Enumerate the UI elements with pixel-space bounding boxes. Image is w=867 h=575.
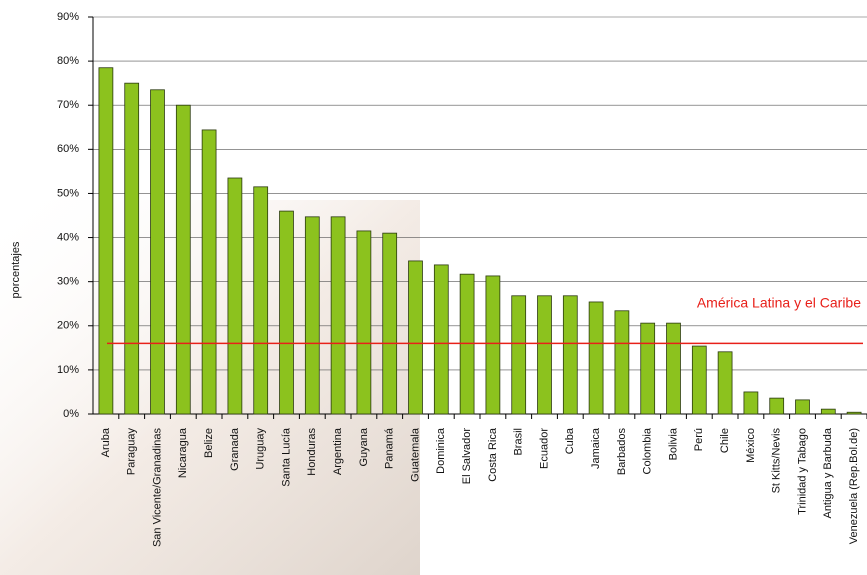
x-tick-label: Paraguay: [126, 428, 138, 476]
x-tick-label: Argentina: [332, 427, 344, 475]
x-tick-label: Guyana: [358, 427, 370, 466]
x-tick-label: Panamá: [384, 427, 396, 469]
bar: [150, 89, 165, 415]
x-tick-label: Guatemala: [409, 427, 421, 482]
x-tick-label: Chile: [719, 428, 731, 453]
bar: [304, 216, 320, 415]
bar: [201, 129, 217, 415]
x-tick-label: Trinidad y Tabago: [796, 428, 808, 515]
bar: [614, 310, 630, 415]
x-tick-label: Brasil: [513, 428, 525, 456]
x-tick-label: Belize: [203, 428, 215, 458]
x-tick-label: Aruba: [100, 427, 112, 457]
bar: [382, 232, 398, 415]
x-tick-label: Dominica: [435, 427, 447, 474]
y-tick-label: 30%: [57, 276, 79, 288]
bar: [562, 295, 578, 415]
bar: [356, 230, 372, 415]
bar: [330, 216, 346, 415]
x-tick-label: Ecuador: [538, 428, 550, 469]
bar: [846, 411, 862, 415]
bar: [795, 399, 810, 415]
bar: [769, 397, 785, 415]
x-tick-label: Jamaica: [590, 427, 602, 469]
bar: [511, 295, 527, 415]
y-tick-label: 20%: [57, 320, 79, 332]
x-tick-label: Bolivia: [667, 427, 679, 460]
bar: [175, 104, 191, 415]
bar: [279, 210, 294, 415]
bar: [820, 408, 836, 415]
x-tick-label: Antigua y Barbuda: [822, 427, 834, 518]
bar: [124, 82, 140, 415]
bar: [433, 264, 449, 415]
x-tick-label: Granada: [229, 427, 241, 471]
x-tick-label: Santa Lucía: [280, 427, 292, 487]
x-tick-label: Venezuela (Rep.Bol.de): [848, 428, 860, 544]
y-tick-label: 10%: [57, 364, 79, 376]
y-tick-label: 40%: [57, 231, 79, 243]
x-tick-label: Perú: [693, 428, 705, 451]
bar: [666, 322, 681, 415]
x-tick-label: México: [745, 428, 757, 463]
x-tick-label: Uruguay: [255, 428, 267, 470]
x-tick-label: Colombia: [642, 427, 654, 474]
y-tick-label: 0%: [63, 408, 79, 420]
bar: [743, 391, 759, 415]
y-tick-label: 50%: [57, 187, 79, 199]
reference-label: América Latina y el Caribe: [697, 295, 861, 311]
y-tick-label: 80%: [57, 55, 79, 67]
bar: [227, 177, 243, 415]
x-tick-label: Cuba: [564, 427, 576, 454]
x-tick-label: Honduras: [306, 428, 318, 476]
bar: [717, 351, 733, 415]
x-tick-label: Costa Rica: [487, 427, 499, 482]
y-tick-label: 70%: [57, 99, 79, 111]
bar: [537, 295, 552, 415]
x-tick-label: El Salvador: [461, 428, 473, 485]
bar: [98, 67, 114, 415]
x-tick-label: Barbados: [616, 428, 628, 476]
bar: [640, 322, 656, 415]
bar: [691, 345, 707, 415]
bar: [253, 186, 269, 415]
bar: [588, 301, 604, 415]
y-tick-label: 60%: [57, 143, 79, 155]
y-axis-label: porcentajes: [10, 241, 22, 298]
x-tick-label: Nicaragua: [177, 427, 189, 478]
bar: [408, 260, 423, 415]
x-tick-label: St Kitts/Nevis: [771, 428, 783, 494]
y-tick-label: 90%: [57, 11, 79, 23]
x-tick-label: San Vicente/Granadinas: [151, 428, 163, 548]
bar: [485, 275, 501, 415]
